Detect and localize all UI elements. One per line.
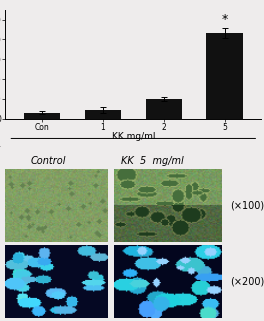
Text: KK  5  mg/ml: KK 5 mg/ml	[121, 156, 184, 166]
Text: *: *	[222, 13, 228, 26]
Bar	[23, 113, 60, 119]
Text: (×100): (×100)	[230, 200, 264, 210]
Text: B.: B.	[0, 137, 3, 150]
Bar	[145, 99, 182, 119]
Bar	[84, 110, 121, 119]
Text: (×200): (×200)	[230, 276, 264, 286]
X-axis label: KK mg/ml: KK mg/ml	[112, 132, 155, 141]
Text: Control: Control	[31, 156, 66, 166]
Bar	[206, 33, 243, 119]
